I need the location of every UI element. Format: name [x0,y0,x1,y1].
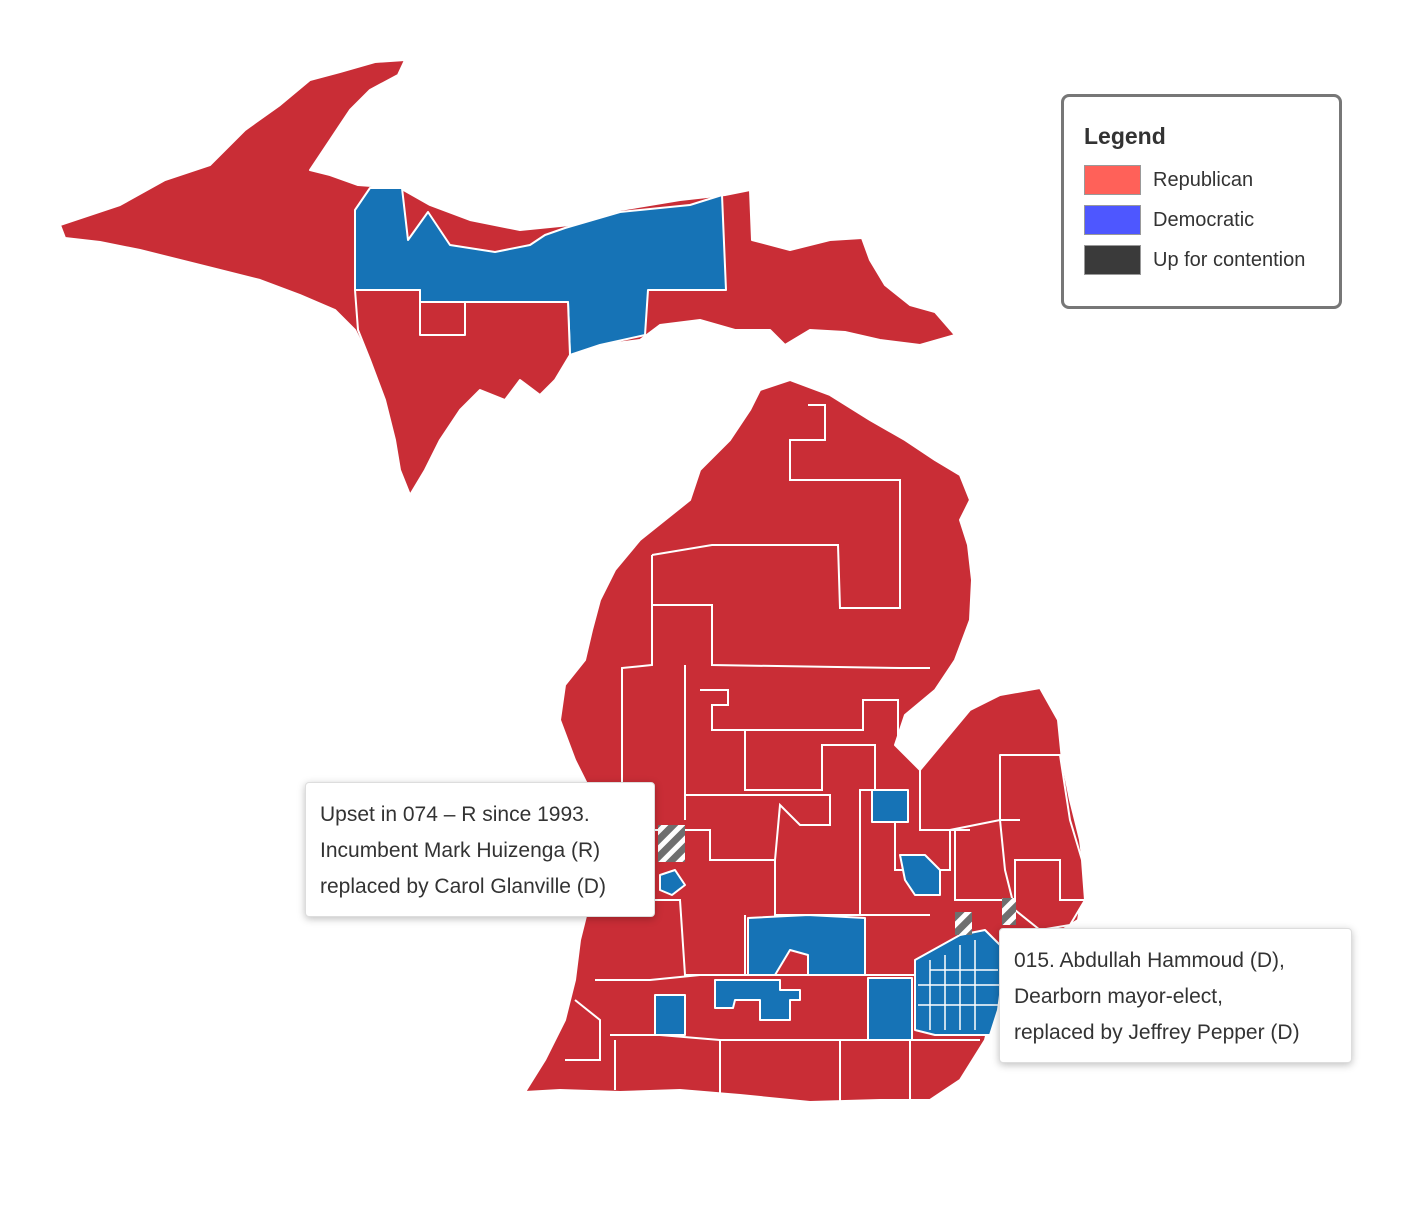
callout-district-074: Upset in 074 – R since 1993. Incumbent M… [305,782,655,917]
contention-thumb[interactable] [1002,898,1016,925]
district-lansing[interactable] [747,914,866,976]
district-detroit-metro[interactable] [914,929,1003,1036]
district-kalamazoo[interactable] [654,994,686,1036]
district-grand-rapids[interactable] [659,869,686,896]
district-boundaries [565,404,1085,1102]
legend-label: Up for contention [1153,248,1306,271]
callout-line: Upset in 074 – R since 1993. [320,803,590,826]
contention-swatch [1084,245,1141,275]
district-jackson[interactable] [714,979,801,1021]
district-lp-base[interactable] [524,379,1086,1103]
legend-item-democratic: Democratic [1084,204,1254,236]
district-up-108[interactable] [354,289,571,496]
district-thumb[interactable] [999,754,1086,931]
democratic-swatch [1084,205,1141,235]
callout-line: replaced by Jeffrey Pepper (D) [1014,1021,1300,1044]
legend: Legend Republican Democratic Up for cont… [1061,94,1342,309]
legend-title: Legend [1084,123,1166,149]
district-saginaw[interactable] [871,789,909,823]
legend-item-republican: Republican [1084,164,1253,196]
detroit-boundaries [918,940,1000,1030]
callout-district-015: 015. Abdullah Hammoud (D), Dearborn mayo… [999,928,1352,1063]
legend-label: Republican [1153,168,1254,191]
callout-line: 015. Abdullah Hammoud (D), [1014,949,1285,972]
legend-item-contention: Up for contention [1084,244,1305,276]
republican-swatch [1084,165,1141,195]
district-ann-arbor[interactable] [867,977,913,1041]
callout-line: replaced by Carol Glanville (D) [320,875,606,898]
callout-line: Dearborn mayor-elect, [1014,985,1223,1008]
district-flint[interactable] [899,854,941,896]
callout-line: Incumbent Mark Huizenga (R) [320,839,601,862]
contention-detroit[interactable] [955,912,972,935]
contention-074[interactable] [658,825,685,862]
legend-label: Democratic [1153,208,1255,231]
